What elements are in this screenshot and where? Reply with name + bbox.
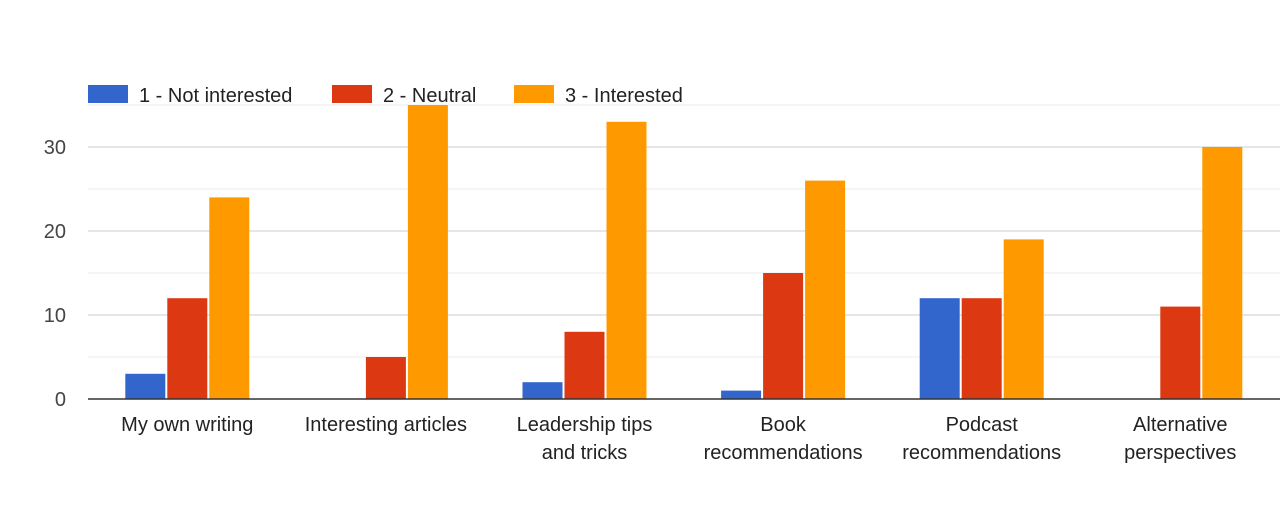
y-tick-label: 30 bbox=[44, 137, 66, 159]
x-category-label-line: My own writing bbox=[121, 414, 253, 436]
bar bbox=[407, 105, 448, 399]
x-category-label-line: Alternative bbox=[1133, 414, 1228, 436]
legend-label: 3 - Interested bbox=[565, 85, 683, 107]
x-category-label-line: Book bbox=[760, 414, 807, 436]
legend-item: 1 - Not interested bbox=[88, 85, 292, 107]
x-category-label: Alternative perspectives bbox=[1124, 414, 1236, 464]
legend: 1 - Not interested 2 - Neutral 3 - Interes… bbox=[88, 85, 683, 107]
bar bbox=[522, 382, 563, 399]
bar bbox=[125, 373, 166, 399]
bar bbox=[1160, 306, 1201, 399]
bar bbox=[1202, 147, 1243, 399]
bar bbox=[564, 331, 605, 399]
x-category-label: Interesting articles bbox=[305, 414, 467, 436]
bar bbox=[209, 197, 250, 399]
x-category-label: Podcast recommendations bbox=[902, 414, 1061, 464]
bar bbox=[1003, 239, 1044, 399]
x-category-label: My own writing bbox=[121, 414, 253, 436]
legend-item: 2 - Neutral bbox=[332, 85, 476, 107]
x-category-label: Book recommendations bbox=[704, 414, 863, 464]
y-tick-label: 0 bbox=[55, 389, 66, 411]
x-category-label-line: recommendations bbox=[902, 442, 1061, 464]
x-category-label: Leadership tips and tricks bbox=[517, 414, 653, 464]
bar bbox=[167, 298, 208, 399]
y-axis-ticks: 0 10 20 30 bbox=[44, 137, 66, 411]
bar bbox=[721, 390, 762, 399]
legend-label: 2 - Neutral bbox=[383, 85, 476, 107]
gridlines bbox=[88, 104, 1280, 358]
legend-label: 1 - Not interested bbox=[139, 85, 292, 107]
x-category-label-line: Interesting articles bbox=[305, 414, 467, 436]
x-category-label-line: perspectives bbox=[1124, 442, 1236, 464]
x-category-label-line: and tricks bbox=[542, 442, 628, 464]
y-tick-label: 20 bbox=[44, 221, 66, 243]
legend-item: 3 - Interested bbox=[514, 85, 683, 107]
legend-swatch bbox=[332, 85, 372, 103]
legend-swatch bbox=[88, 85, 128, 103]
bar bbox=[919, 298, 960, 399]
x-category-label-line: Leadership tips bbox=[517, 414, 653, 436]
bar bbox=[805, 180, 846, 399]
bars bbox=[125, 105, 1243, 400]
legend-swatch bbox=[514, 85, 554, 103]
bar bbox=[365, 357, 406, 399]
x-axis-labels: My own writing Interesting articles Leader… bbox=[121, 414, 1236, 464]
bar bbox=[961, 298, 1002, 399]
x-category-label-line: recommendations bbox=[704, 442, 863, 464]
bar bbox=[763, 273, 804, 399]
x-category-label-line: Podcast bbox=[946, 414, 1019, 436]
bar bbox=[606, 121, 647, 400]
y-tick-label: 10 bbox=[44, 305, 66, 327]
